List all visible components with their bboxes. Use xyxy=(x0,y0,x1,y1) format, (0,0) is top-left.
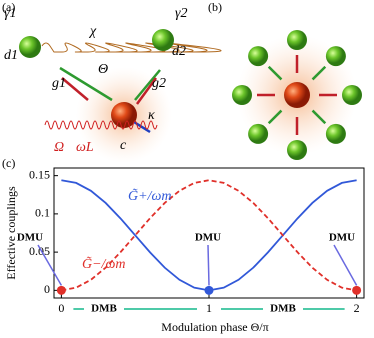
label: DMU xyxy=(195,232,221,244)
label: κ xyxy=(148,108,155,123)
label: 0 xyxy=(58,301,64,315)
point xyxy=(56,285,66,295)
mode-c xyxy=(111,102,137,128)
arrow xyxy=(59,66,113,102)
label: 2 xyxy=(354,301,360,315)
pointer xyxy=(207,244,210,286)
label: G̃−/ωm xyxy=(82,256,125,272)
mode xyxy=(248,46,269,67)
label: (b) xyxy=(208,0,222,14)
label: γ2 xyxy=(175,6,188,21)
point xyxy=(204,285,214,295)
arrow xyxy=(134,69,161,101)
pointer xyxy=(37,244,63,286)
label: Ω xyxy=(54,140,64,155)
mode-d1 xyxy=(19,36,41,58)
label: G̃+/ωm xyxy=(128,188,171,204)
point xyxy=(352,285,362,295)
arrow xyxy=(267,109,283,125)
label: c xyxy=(120,138,127,153)
label: DMU xyxy=(329,232,355,244)
label: 0.1 xyxy=(35,206,50,220)
label: Modulation phase Θ/π xyxy=(161,320,268,334)
pointer xyxy=(333,244,358,286)
mode xyxy=(325,123,346,144)
label: 0.15 xyxy=(29,167,50,181)
arrow xyxy=(311,65,327,81)
label: d1 xyxy=(4,48,18,63)
laser xyxy=(44,120,158,130)
arrow xyxy=(61,77,89,101)
label: g2 xyxy=(152,76,166,91)
label: d2 xyxy=(172,44,186,59)
label: 0 xyxy=(44,282,50,296)
spring xyxy=(41,42,222,53)
mode xyxy=(287,30,307,50)
label: χ xyxy=(88,24,97,39)
label: ωL xyxy=(76,140,94,155)
label: g1 xyxy=(52,76,66,91)
mode-d2 xyxy=(152,29,174,51)
label: DMB xyxy=(91,303,117,315)
label: DMU xyxy=(17,232,43,244)
label: Effective couplings xyxy=(4,186,18,280)
arrow xyxy=(267,65,283,81)
mode xyxy=(248,123,269,144)
mode xyxy=(325,46,346,67)
label: γ1 xyxy=(4,6,17,21)
mode xyxy=(342,85,362,105)
label: DMB xyxy=(270,303,296,315)
label: 0.05 xyxy=(29,244,50,258)
mode xyxy=(232,85,252,105)
mode-center xyxy=(284,82,310,108)
mode xyxy=(287,140,307,160)
line xyxy=(61,179,357,292)
label: Θ xyxy=(98,62,108,77)
label: (c) xyxy=(2,156,15,170)
label: 1 xyxy=(206,301,212,315)
label: (a) xyxy=(2,0,15,14)
arrow xyxy=(311,109,327,125)
arrow xyxy=(135,77,158,105)
